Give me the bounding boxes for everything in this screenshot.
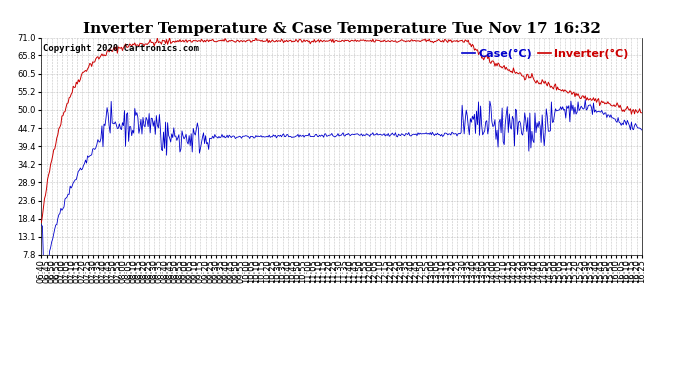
Text: Copyright 2020 Cartronics.com: Copyright 2020 Cartronics.com xyxy=(43,44,199,53)
Title: Inverter Temperature & Case Temperature Tue Nov 17 16:32: Inverter Temperature & Case Temperature … xyxy=(83,22,600,36)
Legend: Case(°C), Inverter(°C): Case(°C), Inverter(°C) xyxy=(457,44,633,63)
